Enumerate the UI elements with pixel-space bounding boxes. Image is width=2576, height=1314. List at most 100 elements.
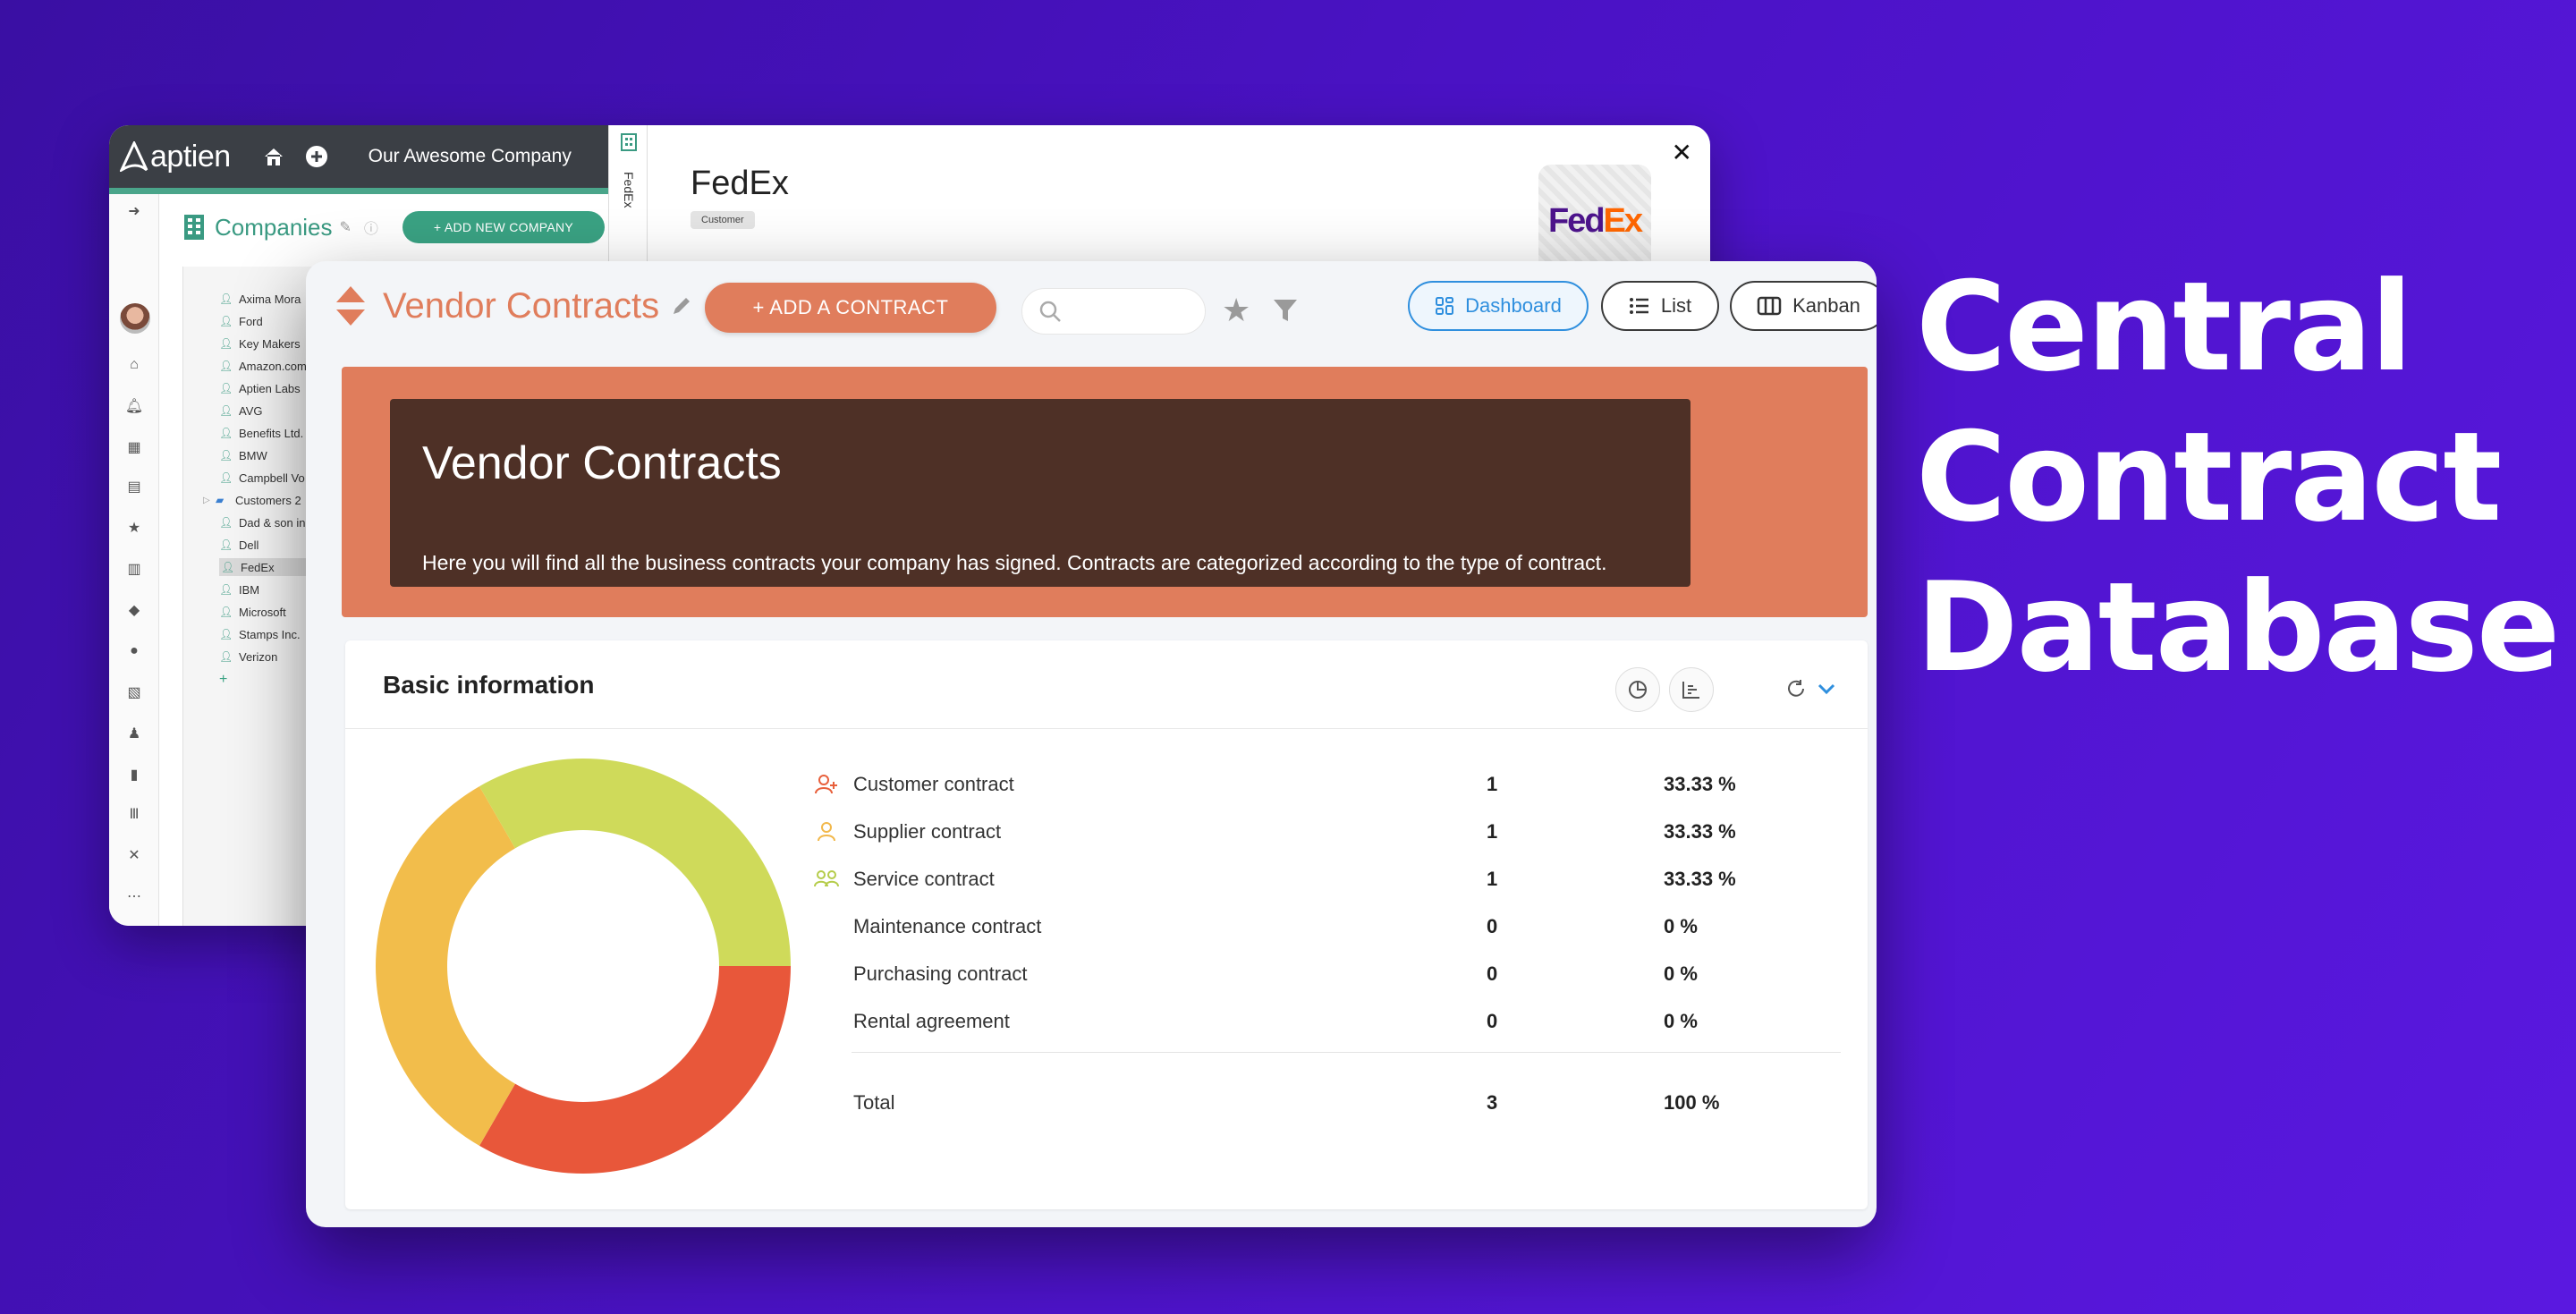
tree-item[interactable]: 👤︎ Stamps Inc. (219, 627, 301, 641)
bar-chart-toggle[interactable] (1669, 667, 1714, 712)
donut-slice-customer-contract[interactable] (479, 966, 791, 1174)
app-topbar: aptien Our Awesome Company (109, 125, 608, 188)
banner-text: Here you will find all the business cont… (422, 551, 1607, 574)
clipboard-icon[interactable]: ▤ (127, 479, 141, 495)
company-person-icon: 👤︎ (219, 606, 233, 618)
total-label: Total (853, 1091, 895, 1114)
tablet-icon[interactable]: ▮ (130, 767, 139, 783)
search-icon (1039, 301, 1061, 322)
tree-item[interactable]: 👤︎ Benefits Ltd. (219, 426, 304, 440)
contract-row[interactable]: Supplier contract 1 33.33 % (814, 818, 1816, 845)
pet-icon[interactable]: ◆ (128, 603, 140, 618)
expand-arrow-icon[interactable]: ▷ (203, 495, 210, 505)
check-circle-icon[interactable]: ● (130, 643, 139, 658)
info-icon[interactable]: ⓘ (363, 222, 378, 237)
pie-chart-toggle[interactable] (1615, 667, 1660, 712)
view-list-button[interactable]: List (1601, 281, 1719, 331)
company-person-icon: 👤︎ (219, 628, 233, 640)
aptien-logo[interactable]: aptien (120, 140, 231, 174)
apps-icon[interactable]: ⋯ (127, 889, 141, 904)
tree-item[interactable]: 👤︎ Dell (219, 538, 259, 552)
star-icon[interactable]: ★ (1222, 292, 1251, 328)
view-label: List (1660, 294, 1692, 317)
books-icon[interactable]: Ⅲ (129, 807, 140, 822)
tree-item[interactable]: 👤︎ IBM (219, 582, 260, 597)
view-kanban-button[interactable]: Kanban (1730, 281, 1877, 331)
contract-row[interactable]: Service contract 1 33.33 % (814, 866, 1816, 893)
file-icon[interactable]: ▧ (127, 685, 141, 700)
document-icon[interactable]: ▥ (127, 562, 141, 577)
tree-add-item[interactable]: + (219, 671, 239, 689)
tree-item[interactable]: 👤︎ Amazon.com (219, 359, 307, 373)
home-icon[interactable]: ⌂ (130, 357, 139, 372)
tree-item-selected[interactable]: 👤︎ FedEx (219, 558, 326, 576)
tree-item[interactable]: 👤︎ Ford (219, 314, 263, 328)
tree-item[interactable]: 👤︎ AVG (219, 403, 263, 418)
avatar[interactable] (120, 303, 150, 334)
plus-icon: + (219, 672, 228, 687)
view-dashboard-button[interactable]: Dashboard (1408, 281, 1589, 331)
edit-pencil-icon[interactable]: ✎ (339, 220, 352, 235)
tree-item[interactable]: 👤︎ Key Makers (219, 336, 301, 351)
contract-row[interactable]: Maintenance contract 0 0 % (814, 913, 1816, 940)
company-person-icon: 👤︎ (219, 315, 233, 327)
contract-row[interactable]: Customer contract 1 33.33 % (814, 771, 1816, 798)
row-percent: 33.33 % (1664, 820, 1736, 843)
donut-slice-supplier-contract[interactable] (376, 786, 515, 1146)
tree-item[interactable]: 👤︎ Aptien Labs (219, 381, 301, 395)
row-count: 0 (1487, 915, 1498, 937)
collapse-icon[interactable]: ➜ (128, 204, 140, 219)
company-logo: FedEx (1538, 165, 1651, 277)
company-person-icon: 👤︎ (219, 471, 233, 484)
add-company-button[interactable]: + ADD NEW COMPANY (402, 211, 605, 243)
company-person-icon: 👤︎ (221, 561, 235, 573)
row-label: Purchasing contract (853, 962, 1028, 985)
add-circle-icon[interactable] (304, 144, 329, 169)
search-input[interactable] (1069, 301, 1194, 322)
building-icon (184, 215, 204, 240)
row-label: Service contract (853, 868, 995, 890)
detail-title: FedEx (691, 165, 789, 202)
tree-item[interactable]: 👤︎ BMW (219, 448, 267, 462)
list-icon (1629, 296, 1650, 316)
company-person-icon: 👤︎ (219, 382, 233, 394)
bell-icon[interactable]: 🔔︎ (124, 399, 144, 414)
companies-title: Companies (215, 213, 333, 241)
company-person-icon: 👤︎ (219, 538, 233, 551)
company-person-icon: 👤︎ (219, 337, 233, 350)
sort-updown-icon (336, 286, 365, 326)
contract-row[interactable]: Rental agreement 0 0 % (814, 1008, 1816, 1035)
vendor-contracts-window: Vendor Contracts + ADD A CONTRACT ★ Dash… (306, 261, 1877, 1227)
logo-text: aptien (150, 139, 231, 174)
tree-item[interactable]: 👤︎ Axima Mora (219, 292, 301, 306)
donut-slice-service-contract[interactable] (479, 759, 791, 966)
edit-pencil-icon[interactable] (670, 294, 693, 318)
contract-row[interactable]: Purchasing contract 0 0 % (814, 961, 1816, 988)
card-title: Basic information (383, 671, 595, 699)
row-count: 1 (1487, 820, 1498, 843)
kanban-icon (1757, 296, 1782, 316)
customer-contract-icon (814, 773, 839, 796)
person-icon[interactable]: ♟ (127, 726, 141, 742)
search-box[interactable] (1021, 288, 1206, 335)
tree-item[interactable]: 👤︎ Verizon (219, 649, 278, 664)
view-label: Dashboard (1465, 294, 1562, 317)
chevron-down-icon[interactable] (1816, 680, 1837, 698)
star-icon[interactable]: ★ (127, 521, 141, 536)
tree-item[interactable]: 👤︎ Dad & son in (219, 515, 306, 530)
add-contract-button[interactable]: + ADD A CONTRACT (705, 283, 996, 333)
home-icon[interactable] (261, 144, 286, 169)
tree-item[interactable]: ▷ ▰ Customers 2 (203, 493, 301, 507)
card-divider (345, 728, 1868, 729)
close-icon[interactable]: ✕ (1671, 139, 1692, 166)
company-person-icon: 👤︎ (219, 427, 233, 439)
company-person-icon: 👤︎ (219, 449, 233, 462)
refresh-icon[interactable] (1785, 678, 1807, 699)
filter-icon[interactable] (1272, 297, 1299, 324)
calendar-icon[interactable]: ▦ (127, 440, 141, 455)
tree-item[interactable]: 👤︎ Campbell Vo (219, 470, 305, 485)
tools-icon[interactable]: ✕ (128, 848, 140, 863)
building-icon (621, 133, 637, 151)
company-name[interactable]: Our Awesome Company (368, 146, 572, 166)
tree-item[interactable]: 👤︎ Microsoft (219, 605, 286, 619)
